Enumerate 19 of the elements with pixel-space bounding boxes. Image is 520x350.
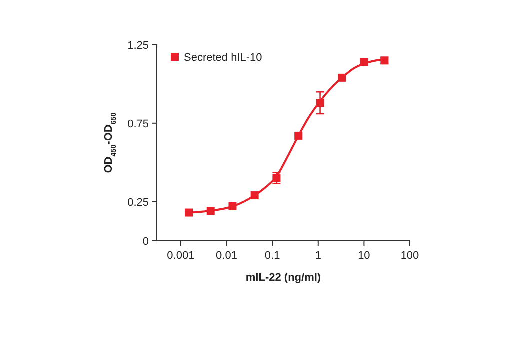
x-tick-label: 100 [400, 250, 420, 262]
point [185, 208, 194, 217]
point [206, 207, 215, 216]
y-tick-label: 0.75 [128, 118, 149, 130]
point [250, 192, 259, 200]
x-tick-label: 0.01 [216, 250, 238, 262]
y-tick-label: 0 [142, 236, 149, 248]
x-axis-title: mIL-22 (ng/ml) [246, 272, 322, 284]
point [294, 132, 303, 140]
point [228, 202, 237, 211]
point [338, 74, 346, 82]
x-tick-label: 10 [358, 250, 370, 262]
legend-label: Secreted hIL-10 [184, 52, 262, 64]
point [316, 99, 324, 108]
x-tick-label: 0.001 [167, 250, 195, 262]
y-tick-label: 1.25 [128, 40, 149, 52]
x-tick-label: 0.1 [264, 250, 280, 262]
x-tick-label: 1 [315, 250, 322, 262]
y-tick-label: 0.25 [128, 196, 149, 209]
